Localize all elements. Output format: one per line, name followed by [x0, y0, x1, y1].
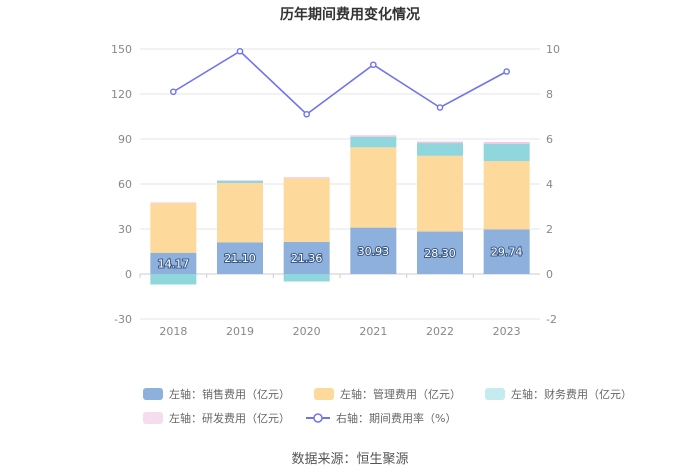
rate-point-2018 — [170, 88, 177, 96]
legend-item-rnd[interactable]: 左轴：研发费用（亿元） — [143, 410, 290, 426]
bar-0-2018 — [150, 252, 197, 274]
x-axis-tick-label: 2021 — [359, 325, 387, 338]
x-axis-tick-label: 2023 — [493, 325, 521, 338]
rate-point-2021 — [370, 61, 377, 69]
bar-3-2020 — [283, 177, 330, 179]
left-axis-tick-label: 30 — [118, 223, 132, 236]
legend-label-rnd: 左轴：研发费用（亿元） — [169, 412, 290, 425]
bar-2-2018 — [150, 274, 197, 285]
x-axis-tick-label: 2020 — [293, 325, 321, 338]
bar-1-2020 — [283, 178, 330, 242]
legend-label-admin: 左轴：管理费用（亿元） — [340, 388, 461, 401]
x-axis-tick-label: 2019 — [226, 325, 254, 338]
left-axis-tick-label: -30 — [114, 313, 132, 326]
rate-point-2019 — [236, 47, 244, 55]
bar-1-2018 — [150, 203, 197, 253]
bar-3-2021 — [350, 135, 397, 137]
bar-0-2023 — [483, 229, 530, 274]
right-axis-tick-label: 10 — [546, 43, 560, 56]
x-axis-tick-label: 2018 — [159, 325, 187, 338]
data-labels: 14.17 21.10 21.36 30.93 28.30 29.74 — [157, 244, 524, 272]
legend-swatch-sales — [143, 388, 163, 400]
left-axis-tick-label: 60 — [118, 178, 132, 191]
bar-3-2022 — [417, 141, 463, 144]
bar-0-2021 — [350, 227, 397, 274]
data-label-sales: 28.30 — [424, 247, 456, 260]
bar-1-2021 — [350, 147, 397, 228]
data-label-sales: 30.93 — [358, 245, 390, 258]
bar-3-2023 — [483, 142, 530, 144]
legend-label-sales: 左轴：销售费用（亿元） — [169, 388, 290, 401]
legend-item-admin[interactable]: 左轴：管理费用（亿元） — [314, 386, 461, 402]
bar-1-2023 — [483, 161, 530, 230]
right-axis-tick-label: 4 — [546, 178, 553, 191]
right-axis-tick-label: 8 — [546, 88, 553, 101]
data-label-sales: 14.17 — [158, 257, 190, 270]
legend-swatch-rnd — [143, 412, 163, 424]
right-axis-tick-label: 6 — [546, 133, 553, 146]
legend-item-sales[interactable]: 左轴：销售费用（亿元） — [143, 386, 290, 402]
legend-swatch-admin — [314, 388, 334, 400]
legend-label-finance: 左轴：财务费用（亿元） — [511, 388, 632, 401]
rate-line — [172, 50, 508, 116]
bar-1-2019 — [217, 183, 263, 243]
bar-series — [150, 135, 530, 285]
legend-row-1: 左轴：销售费用（亿元） 左轴：管理费用（亿元） 左轴：财务费用（亿元） — [143, 386, 648, 402]
data-label-sales: 21.36 — [291, 252, 323, 265]
chart-title: 历年期间费用变化情况 — [280, 7, 420, 23]
data-label-sales: 21.10 — [224, 252, 256, 265]
left-axis-tick-label: 0 — [125, 268, 132, 281]
bar-2-2019 — [217, 180, 263, 184]
right-axis-tick-label: 2 — [546, 223, 553, 236]
left-axis-tick-label: 90 — [118, 133, 132, 146]
bar-0-2019 — [217, 242, 263, 274]
bar-3-2019 — [217, 180, 263, 181]
legend-row-2: 左轴：研发费用（亿元） 右轴：期间费用率（%） — [143, 410, 472, 426]
bar-2-2022 — [417, 143, 463, 156]
legend-swatch-rate — [306, 413, 330, 423]
left-axis-tick-label: 120 — [111, 88, 132, 101]
bar-0-2022 — [417, 231, 463, 274]
source-note: 数据来源：恒生聚源 — [291, 452, 409, 467]
bar-2-2021 — [350, 136, 397, 148]
bar-1-2022 — [417, 155, 463, 232]
legend-item-rate[interactable]: 右轴：期间费用率（%） — [306, 410, 456, 426]
x-axis-tick-label: 2022 — [426, 325, 454, 338]
data-label-sales: 29.74 — [491, 246, 523, 259]
line-series — [170, 47, 510, 118]
axes: -30 0 30 60 90 120 150 -2 0 2 4 6 8 10 2018 2019 2020 202… — [111, 43, 560, 338]
legend-label-rate: 右轴：期间费用率（%） — [336, 412, 457, 425]
bar-2-2020 — [283, 274, 330, 282]
bar-3-2018 — [150, 202, 197, 204]
rate-point-2023 — [503, 68, 510, 75]
right-axis-tick-label: 0 — [546, 268, 553, 281]
bar-0-2020 — [283, 241, 330, 274]
right-axis-tick-label: -2 — [546, 313, 557, 326]
left-axis-tick-label: 150 — [111, 43, 132, 56]
rate-point-2022 — [436, 104, 444, 111]
legend-item-finance[interactable]: 左轴：财务费用（亿元） — [485, 386, 632, 402]
legend-swatch-finance — [485, 388, 505, 400]
bar-2-2023 — [483, 143, 530, 162]
rate-point-2020 — [303, 110, 310, 118]
